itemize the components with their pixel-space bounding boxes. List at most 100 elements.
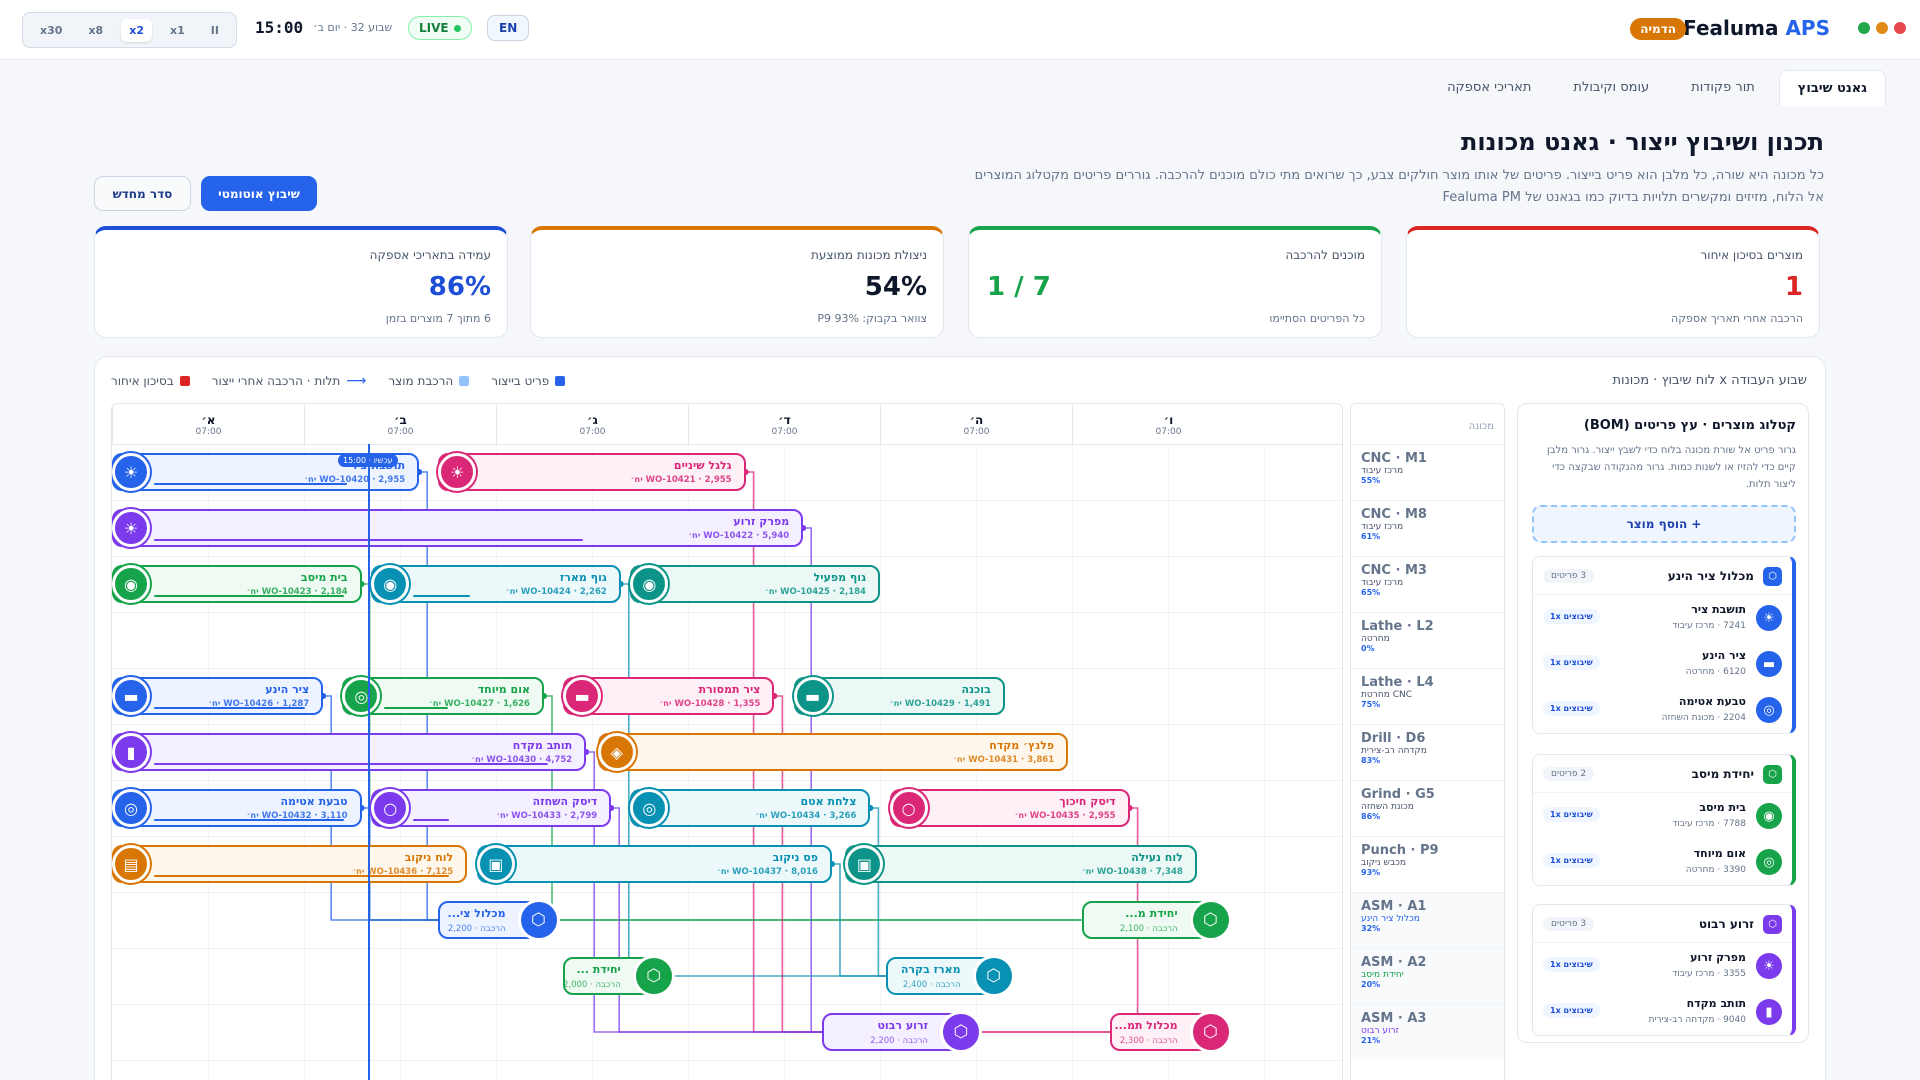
machine-row[interactable]: Lathe · L4 CNC מחרטת 75% — [1351, 668, 1504, 724]
tab-load-capacity[interactable]: עומס וקיבולת — [1573, 80, 1650, 95]
speed-x2-button[interactable]: x2 — [121, 18, 152, 42]
week-label: שבוע 32 · יום ב׳ — [313, 21, 393, 34]
bom-item[interactable]: ◎ אום מיוחד 3390 · מחרטה שיבוצים 1x — [1533, 839, 1792, 885]
day-time: 07:00 — [771, 427, 798, 437]
assembly-bar[interactable]: זרוע רבוט הרכבה · 2,200 ⬡ — [822, 1011, 982, 1053]
production-bar[interactable]: דיסק השחזה WO-10433 · 2,799 יח׳ ○ — [371, 789, 612, 827]
production-bar[interactable]: ציר תמסורת WO-10428 · 1,355 יח׳ ▬ — [563, 677, 775, 715]
production-bar[interactable]: תותב מקדח WO-10430 · 4,752 יח׳ ▮ — [112, 733, 587, 771]
speed-x8-button[interactable]: x8 — [88, 23, 104, 37]
production-bar[interactable]: בית מיסב WO-10423 · 2,184 יח׳ ◉ — [112, 565, 362, 603]
machine-row[interactable]: CNC · M8 מרכז עיבוד 61% — [1351, 500, 1504, 556]
machine-row[interactable]: ASM · A1 מכלול ציר הינע 32% — [1351, 892, 1504, 948]
bom-item[interactable]: ◉ בית מיסב 7788 · מרכז עיבוד שיבוצים 1x — [1533, 793, 1792, 839]
bom-item[interactable]: ☀ מפרק זרוע 3355 · מרכז עיבוד שיבוצים 1x — [1533, 943, 1792, 989]
machine-code: ASM · A3 — [1361, 1011, 1427, 1026]
production-bar[interactable]: גוף מפעיל WO-10425 · 2,184 יח׳ ◉ — [630, 565, 880, 603]
add-product-button[interactable]: + הוסף מוצר — [1532, 505, 1796, 543]
machine-column: מכונה CNC · M1 מרכז עיבוד 55% CNC · M8 מרכז… — [1350, 403, 1505, 1080]
machine-util: 86% — [1361, 812, 1381, 821]
production-bar[interactable]: גלגל שיניים WO-10421 · 2,955 יח׳ ☀ — [438, 453, 746, 491]
production-bar[interactable]: ציר הינע WO-10426 · 1,287 יח׳ ▬ — [112, 677, 324, 715]
part-icon: ▬ — [112, 677, 150, 715]
machine-row[interactable]: ASM · A2 יחידת מיסב 20% — [1351, 948, 1504, 1004]
window-dot-orange[interactable] — [1876, 22, 1888, 34]
bom-group-header[interactable]: ⬡ מכלול ציר הינע 3 פריטים — [1533, 557, 1792, 595]
bar-name: פס ניקוב — [772, 851, 818, 864]
bar-order: WO-10423 · 2,184 יח׳ — [246, 587, 348, 597]
machine-row[interactable]: Grind · G5 מכונת השחזה 86% — [1351, 780, 1504, 836]
assembly-bar[interactable]: מכלול תמ... הרכבה · 2,300 ⬡ — [1110, 1011, 1232, 1053]
assembly-sub: הרכבה · 2,200 — [870, 1036, 928, 1046]
auto-schedule-button[interactable]: שיבוץ אוטומטי — [201, 176, 317, 211]
day-time: 07:00 — [195, 427, 222, 437]
part-icon: ◎ — [630, 789, 669, 827]
bom-group[interactable]: ⬡ מכלול ציר הינע 3 פריטים ☀ תושבת ציר 7241… — [1532, 556, 1796, 734]
bom-group-header[interactable]: ⬡ זרוע רבוט 3 פריטים — [1533, 905, 1792, 943]
window-controls — [1858, 22, 1906, 34]
production-bar[interactable]: דיסק חיכוך WO-10435 · 2,955 יח׳ ○ — [889, 789, 1130, 827]
machine-row[interactable]: Lathe · L2 מחרטה 0% — [1351, 612, 1504, 668]
production-bar[interactable]: מפרק זרוע WO-10422 · 5,940 יח׳ ☀ — [112, 509, 804, 547]
production-bar[interactable]: טבעת אטימה WO-10432 · 3,110 יח׳ ◎ — [112, 789, 362, 827]
bom-item-badge: שיבוצים 1x — [1543, 655, 1600, 670]
live-indicator: LIVE — [408, 16, 472, 40]
production-bar[interactable]: פלנץ׳ מקדח WO-10431 · 3,861 יח׳ ◈ — [597, 733, 1069, 771]
day-name: ד׳ — [778, 413, 791, 427]
machine-row[interactable]: CNC · M3 מרכז עיבוד 65% — [1351, 556, 1504, 612]
production-bar[interactable]: פס ניקוב WO-10437 · 8,016 יח׳ ▣ — [476, 845, 832, 883]
bom-group-header[interactable]: ⬡ יחידת מיסב 2 פריטים — [1533, 755, 1792, 793]
production-bar[interactable]: אום מיוחד WO-10427 · 1,626 יח׳ ◎ — [342, 677, 544, 715]
bom-group[interactable]: ⬡ זרוע רבוט 3 פריטים ☀ מפרק זרוע 3355 · מר… — [1532, 904, 1796, 1036]
machine-type: מחרטה — [1361, 634, 1390, 644]
assembly-sub: הרכבה · 2,400 — [902, 980, 961, 990]
reorder-button[interactable]: סדר מחדש — [94, 176, 191, 211]
machine-row[interactable]: Drill · D6 מקדחה רב-צירית 83% — [1351, 724, 1504, 780]
tab-delivery-dates[interactable]: תאריכי אספקה — [1447, 80, 1532, 95]
day-header: א׳ 07:00 — [112, 404, 304, 444]
kpi-value: 86% — [428, 272, 491, 302]
kpi-title: מוצרים בסיכון איחור — [1700, 248, 1803, 262]
machine-type: מרכז עיבוד — [1361, 578, 1404, 588]
bom-item[interactable]: ☀ תושבת ציר 7241 · מרכז עיבוד שיבוצים 1x — [1533, 595, 1792, 641]
speed-x1-button[interactable]: x1 — [170, 23, 185, 37]
machine-code: Drill · D6 — [1361, 731, 1426, 746]
machine-util: 75% — [1361, 700, 1381, 709]
row-gridline — [112, 668, 1342, 669]
part-icon: ▮ — [112, 733, 150, 771]
production-bar[interactable]: צלחת אטם WO-10434 · 3,266 יח׳ ◎ — [630, 789, 871, 827]
assembly-bar[interactable]: מארז בקרה הרכבה · 2,400 ⬡ — [885, 955, 1015, 997]
kpi-sub: הרכבה אחרי תאריך אספקה — [1671, 312, 1803, 325]
machine-row[interactable]: CNC · M1 מרכז עיבוד 55% — [1351, 444, 1504, 500]
bom-item[interactable]: ▮ תותב מקדח 9040 · מקדחה רב-צירית שיבוצים 1… — [1533, 989, 1792, 1035]
production-bar[interactable]: גוף מארז WO-10424 · 2,262 יח׳ ◉ — [371, 565, 621, 603]
machine-row[interactable]: ASM · A3 זרוע רבוט 21% — [1351, 1004, 1504, 1060]
assembly-bar[interactable]: מכלול צי... הרכבה · 2,200 ⬡ — [438, 899, 560, 941]
machine-row[interactable]: Punch · P9 מכבש ניקוב 93% — [1351, 836, 1504, 892]
tab-gantt[interactable]: גאנט שיבוץ — [1778, 70, 1886, 106]
window-dot-red[interactable] — [1894, 22, 1906, 34]
bom-item[interactable]: ▬ ציר הינע 6120 · מחרטה שיבוצים 1x — [1533, 641, 1792, 687]
bar-name: ציר תמסורת — [698, 683, 761, 696]
bar-order: WO-10430 · 4,752 יח׳ — [471, 755, 573, 765]
assembly-bar[interactable]: יחידת ... הרכבה · 2,000 ⬡ — [563, 955, 675, 997]
machine-code: CNC · M8 — [1361, 507, 1427, 522]
bom-item[interactable]: ◎ טבעת אטימה 2204 · מכונת השחזה שיבוצים 1x — [1533, 687, 1792, 733]
production-bar[interactable]: בוכנה WO-10429 · 1,491 יח׳ ▬ — [793, 677, 1005, 715]
bom-item-sub: 6120 · מחרטה — [1685, 667, 1746, 677]
language-toggle[interactable]: EN — [487, 15, 530, 41]
assembly-bar[interactable]: יחידת מ... הרכבה · 2,100 ⬡ — [1081, 899, 1232, 941]
kpi-delivery-adherence: עמידה בתאריכי אספקה 86% 6 מתוך 7 מוצרים … — [94, 226, 508, 338]
window-dot-green[interactable] — [1858, 22, 1870, 34]
bom-catalog: קטלוג מוצרים · עץ פריטים (BOM) גרור פריט… — [1517, 403, 1809, 1043]
tab-order-queue[interactable]: תור פקודות — [1691, 80, 1755, 95]
part-icon: ○ — [371, 789, 410, 827]
legend-item-assembly: הרכבת מוצר — [388, 373, 470, 389]
bom-group[interactable]: ⬡ יחידת מיסב 2 פריטים ◉ בית מיסב 7788 · מר… — [1532, 754, 1796, 886]
bar-name: דיסק השחזה — [532, 795, 598, 808]
pause-button[interactable]: II — [210, 23, 219, 37]
speed-x30-button[interactable]: x30 — [40, 23, 63, 37]
production-bar[interactable]: לוח ניקוב WO-10436 · 7,125 יח׳ ▤ — [112, 845, 468, 883]
now-line — [368, 444, 370, 1080]
production-bar[interactable]: לוח נעילה WO-10438 · 7,348 יח׳ ▣ — [845, 845, 1197, 883]
